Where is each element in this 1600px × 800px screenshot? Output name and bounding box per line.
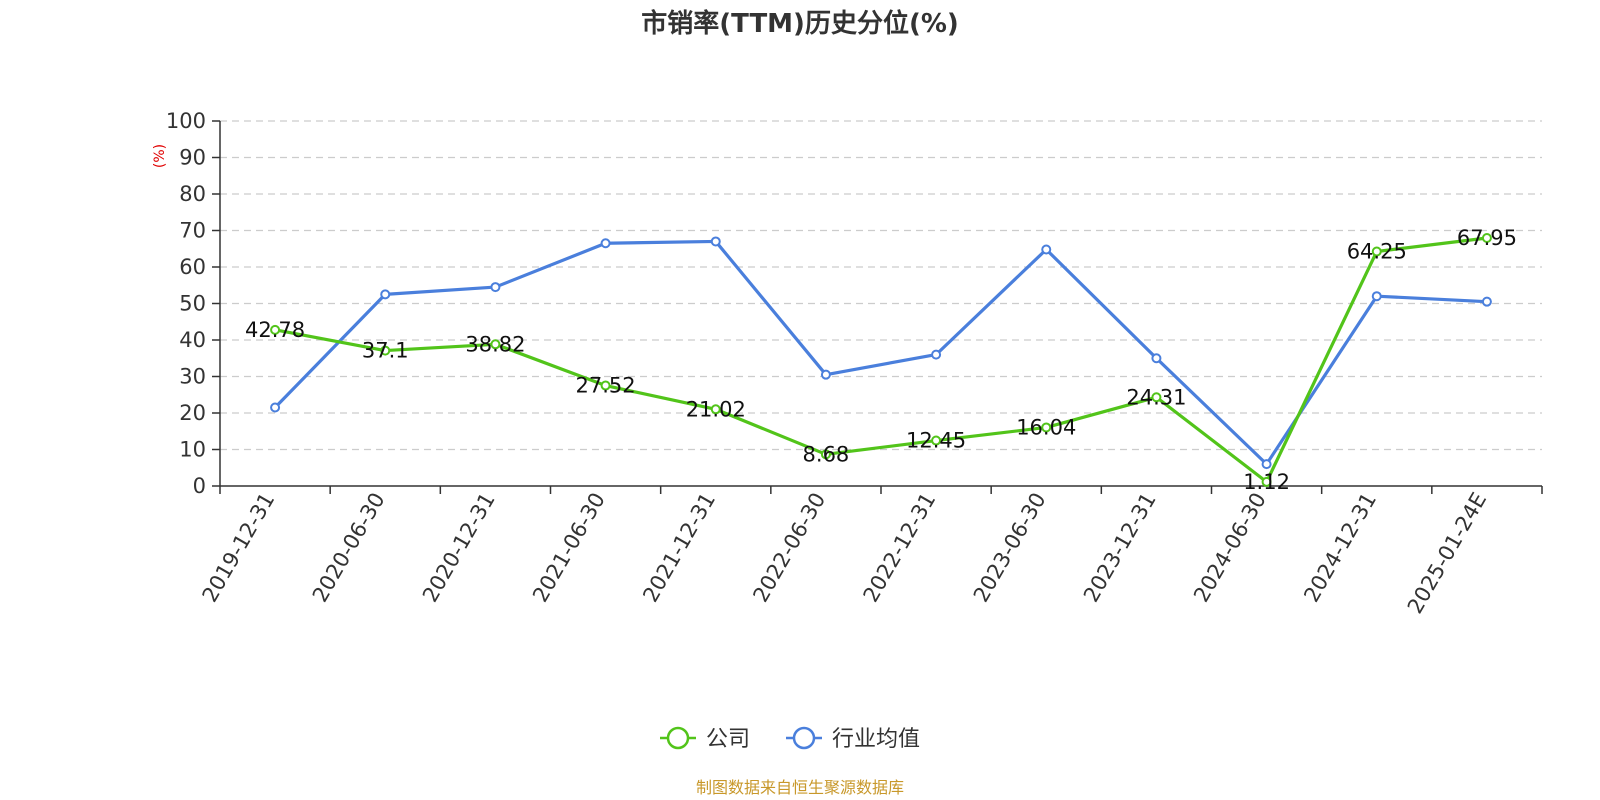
series-0-point[interactable] xyxy=(1481,232,1492,243)
legend-label: 公司 xyxy=(706,727,750,752)
y-tick-label: 50 xyxy=(179,292,206,316)
x-tick-label: 2022-06-30 xyxy=(748,489,830,607)
data-label: 38.82 xyxy=(465,332,525,356)
data-label: 27.52 xyxy=(576,374,636,398)
y-tick-label: 30 xyxy=(179,365,206,389)
y-tick-label: 70 xyxy=(179,219,206,243)
x-tick-label: 2025-01-24E xyxy=(1403,489,1491,618)
data-label: 16.04 xyxy=(1016,415,1076,439)
data-label: 12.45 xyxy=(906,429,966,453)
series-1-point[interactable] xyxy=(490,282,501,293)
grid-lines xyxy=(220,120,1542,451)
x-tick-label: 2020-12-31 xyxy=(418,488,500,606)
axes: 0 10 20 30 40 50 60 70 80 90 100 2019-12-31 2020-06-… xyxy=(166,109,1543,618)
legend-marker-icon xyxy=(666,726,690,750)
x-tick-label: 2024-06-30 xyxy=(1189,489,1271,607)
legend-item-1[interactable]: 行业均值 xyxy=(786,726,920,752)
x-tick-label: 2024-12-31 xyxy=(1299,489,1381,607)
series-0-point[interactable] xyxy=(710,404,721,415)
series-line-1 xyxy=(273,239,1487,466)
legend-marker-icon xyxy=(792,726,816,750)
series-1-point[interactable] xyxy=(710,236,721,247)
chart-title: 市销率(TTM)历史分位(%) xyxy=(641,8,959,39)
series-1-point[interactable] xyxy=(380,289,391,300)
x-tick-label: 2021-12-31 xyxy=(638,489,720,607)
data-label: 37.1 xyxy=(362,339,409,363)
data-label: 1.12 xyxy=(1243,470,1290,494)
series-1-point[interactable] xyxy=(1261,459,1272,470)
y-tick-label: 100 xyxy=(166,109,206,133)
data-label: 64.25 xyxy=(1347,239,1407,263)
series-0-point[interactable] xyxy=(1371,246,1382,257)
data-label: 67.95 xyxy=(1457,226,1517,250)
y-tick-label: 40 xyxy=(179,328,206,352)
series-1-point[interactable] xyxy=(1481,296,1492,307)
series-0-point[interactable] xyxy=(931,435,942,446)
series-0-point[interactable] xyxy=(1261,476,1272,487)
x-tick-label: 2020-06-30 xyxy=(308,489,390,607)
series-1-point[interactable] xyxy=(1151,353,1162,364)
data-labels: 42.78 37.1 38.82 27.52 21.02 8.68 12.45 16.04 24… xyxy=(245,226,1517,494)
y-tick-label: 80 xyxy=(179,182,206,206)
series-1-point[interactable] xyxy=(1371,291,1382,302)
series-0-point[interactable] xyxy=(270,324,281,335)
series-1-point[interactable] xyxy=(820,369,831,380)
y-tick-label: 20 xyxy=(179,401,206,425)
series-line-0 xyxy=(274,236,1488,484)
legend-item-0[interactable]: 公司 xyxy=(660,726,750,752)
y-tick-label: 10 xyxy=(179,438,206,462)
data-label: 24.31 xyxy=(1126,385,1186,409)
y-tick-label: 60 xyxy=(179,255,206,279)
y-tick-label: 90 xyxy=(179,146,206,170)
series-0-point[interactable] xyxy=(490,339,501,350)
legend[interactable]: 公司 行业均值 xyxy=(660,726,920,752)
series-0-point[interactable] xyxy=(1041,422,1052,433)
series-0-point[interactable] xyxy=(820,449,831,460)
x-tick-label: 2022-12-31 xyxy=(859,488,941,606)
series-1-point[interactable] xyxy=(1041,244,1052,255)
y-tick-label: 0 xyxy=(193,474,206,498)
data-label: 8.68 xyxy=(803,442,850,466)
source-note: 制图数据来自恒生聚源数据库 xyxy=(696,778,904,797)
x-tick-label: 2021-06-30 xyxy=(528,489,610,607)
legend-label: 行业均值 xyxy=(832,727,920,752)
data-label: 21.02 xyxy=(686,397,746,421)
series-0-point[interactable] xyxy=(600,380,611,391)
series-1-point[interactable] xyxy=(931,349,942,360)
series-layer xyxy=(270,232,1492,487)
series-0-point[interactable] xyxy=(380,345,391,356)
series-0-point[interactable] xyxy=(1151,392,1162,403)
x-tick-label: 2023-06-30 xyxy=(969,489,1051,607)
y-axis-label: (%) xyxy=(152,144,168,168)
series-1-point[interactable] xyxy=(600,238,611,249)
series-1-point[interactable] xyxy=(270,402,281,413)
x-tick-label: 2019-12-31 xyxy=(198,489,280,607)
data-label: 42.78 xyxy=(245,318,305,342)
x-tick-label: 2023-12-31 xyxy=(1079,489,1161,607)
